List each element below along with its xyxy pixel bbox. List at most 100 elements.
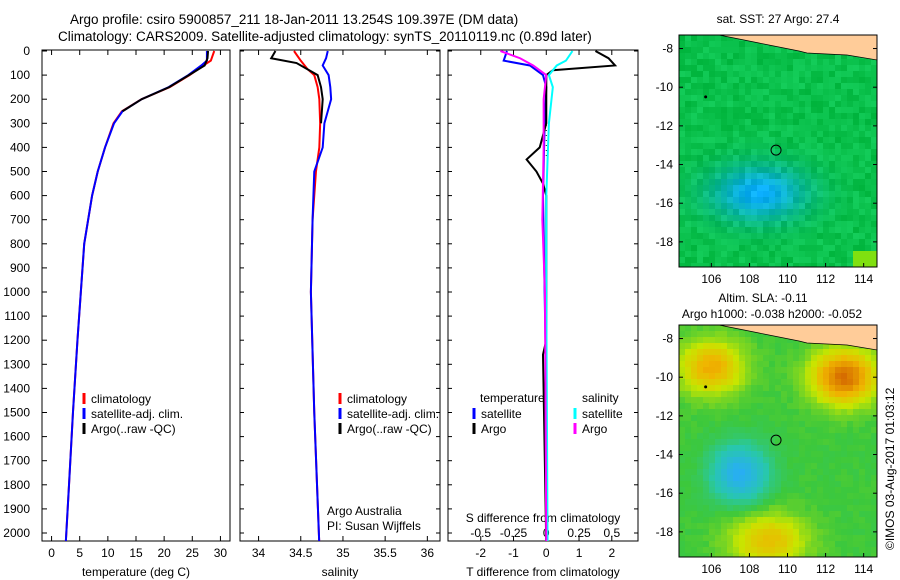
map-cell <box>745 373 751 379</box>
map-cell <box>679 349 685 355</box>
map-cell <box>697 131 703 137</box>
map-cell <box>787 505 793 511</box>
series-line-satellite-adj-clim- <box>64 51 208 541</box>
map-cell <box>793 385 799 391</box>
map-cell <box>811 215 817 221</box>
map-cell <box>751 251 757 257</box>
map-cell <box>739 197 745 203</box>
map-cell <box>865 457 871 463</box>
map-cell <box>799 239 805 245</box>
map-cell <box>811 349 817 355</box>
y-tick-label: 1200 <box>3 333 30 347</box>
map-cell <box>835 71 841 77</box>
map-cell <box>721 415 727 421</box>
map-cell <box>793 185 799 191</box>
map-cell <box>841 203 847 209</box>
map-cell <box>691 167 697 173</box>
map-cell <box>733 185 739 191</box>
map-cell <box>793 239 799 245</box>
map-cell <box>757 361 763 367</box>
map-cell <box>691 523 697 529</box>
map-cell <box>697 95 703 101</box>
map-cell <box>865 421 871 427</box>
map-cell <box>805 263 811 267</box>
map-cell <box>811 463 817 469</box>
map-cell <box>679 421 685 427</box>
map-cell <box>805 355 811 361</box>
map-cell <box>679 215 685 221</box>
map-cell <box>733 427 739 433</box>
map-cell <box>727 439 733 445</box>
map-cell <box>703 391 709 397</box>
map-cell <box>679 95 685 101</box>
map-cell <box>727 239 733 245</box>
map-cell <box>871 499 877 505</box>
series-line-s-argo <box>500 50 548 541</box>
map-cell <box>811 203 817 209</box>
map-cell <box>805 131 811 137</box>
map-cell <box>775 209 781 215</box>
map-cell <box>799 77 805 83</box>
map-cell <box>721 325 727 331</box>
map-cell <box>685 239 691 245</box>
map-cell <box>865 131 871 137</box>
map-cell <box>763 113 769 119</box>
map-cell <box>853 173 859 179</box>
map-cell <box>817 215 823 221</box>
map-cell <box>727 481 733 487</box>
map-cell <box>703 47 709 53</box>
map-cell <box>865 161 871 167</box>
map-cell <box>757 179 763 185</box>
legend-label: climatology <box>347 392 407 406</box>
x-tick-label: 35 <box>336 546 350 560</box>
map-cell <box>811 101 817 107</box>
map-cell <box>841 143 847 149</box>
y-tick-label: 1900 <box>3 502 30 516</box>
map-cell <box>853 245 859 251</box>
map-cell <box>847 59 853 65</box>
map-cell <box>781 173 787 179</box>
map-cell <box>799 475 805 481</box>
map-cell <box>691 457 697 463</box>
map-cell <box>811 343 817 349</box>
map-cell <box>853 529 859 535</box>
map-cell <box>829 185 835 191</box>
map-cell <box>817 77 823 83</box>
map-cell <box>721 433 727 439</box>
map-cell <box>793 349 799 355</box>
map-cell <box>721 547 727 553</box>
map-cell <box>679 59 685 65</box>
map-cell <box>739 221 745 227</box>
map-cell <box>739 119 745 125</box>
map-cell <box>739 337 745 343</box>
map-cell <box>751 547 757 553</box>
map-cell <box>775 245 781 251</box>
map-cell <box>739 77 745 83</box>
map-cell <box>859 553 865 557</box>
map-cell <box>727 421 733 427</box>
map-cell <box>691 257 697 263</box>
map-cell <box>679 379 685 385</box>
map-cell <box>781 349 787 355</box>
map-cell <box>823 433 829 439</box>
map-cell <box>793 529 799 535</box>
x-tick-label: 30 <box>214 546 228 560</box>
map-x-tick-label: 106 <box>701 562 721 576</box>
map-cell <box>847 71 853 77</box>
map-cell <box>703 215 709 221</box>
map-cell <box>685 245 691 251</box>
y-tick-label: 1100 <box>4 309 30 323</box>
map-cell <box>841 385 847 391</box>
map-cell <box>847 439 853 445</box>
map-cell <box>811 427 817 433</box>
map-cell <box>763 487 769 493</box>
map-cell <box>817 251 823 257</box>
map-cell <box>775 179 781 185</box>
map-cell <box>787 487 793 493</box>
map-cell <box>691 439 697 445</box>
map-cell <box>787 457 793 463</box>
map-cell <box>823 137 829 143</box>
map-cell <box>757 251 763 257</box>
map-cell <box>787 349 793 355</box>
